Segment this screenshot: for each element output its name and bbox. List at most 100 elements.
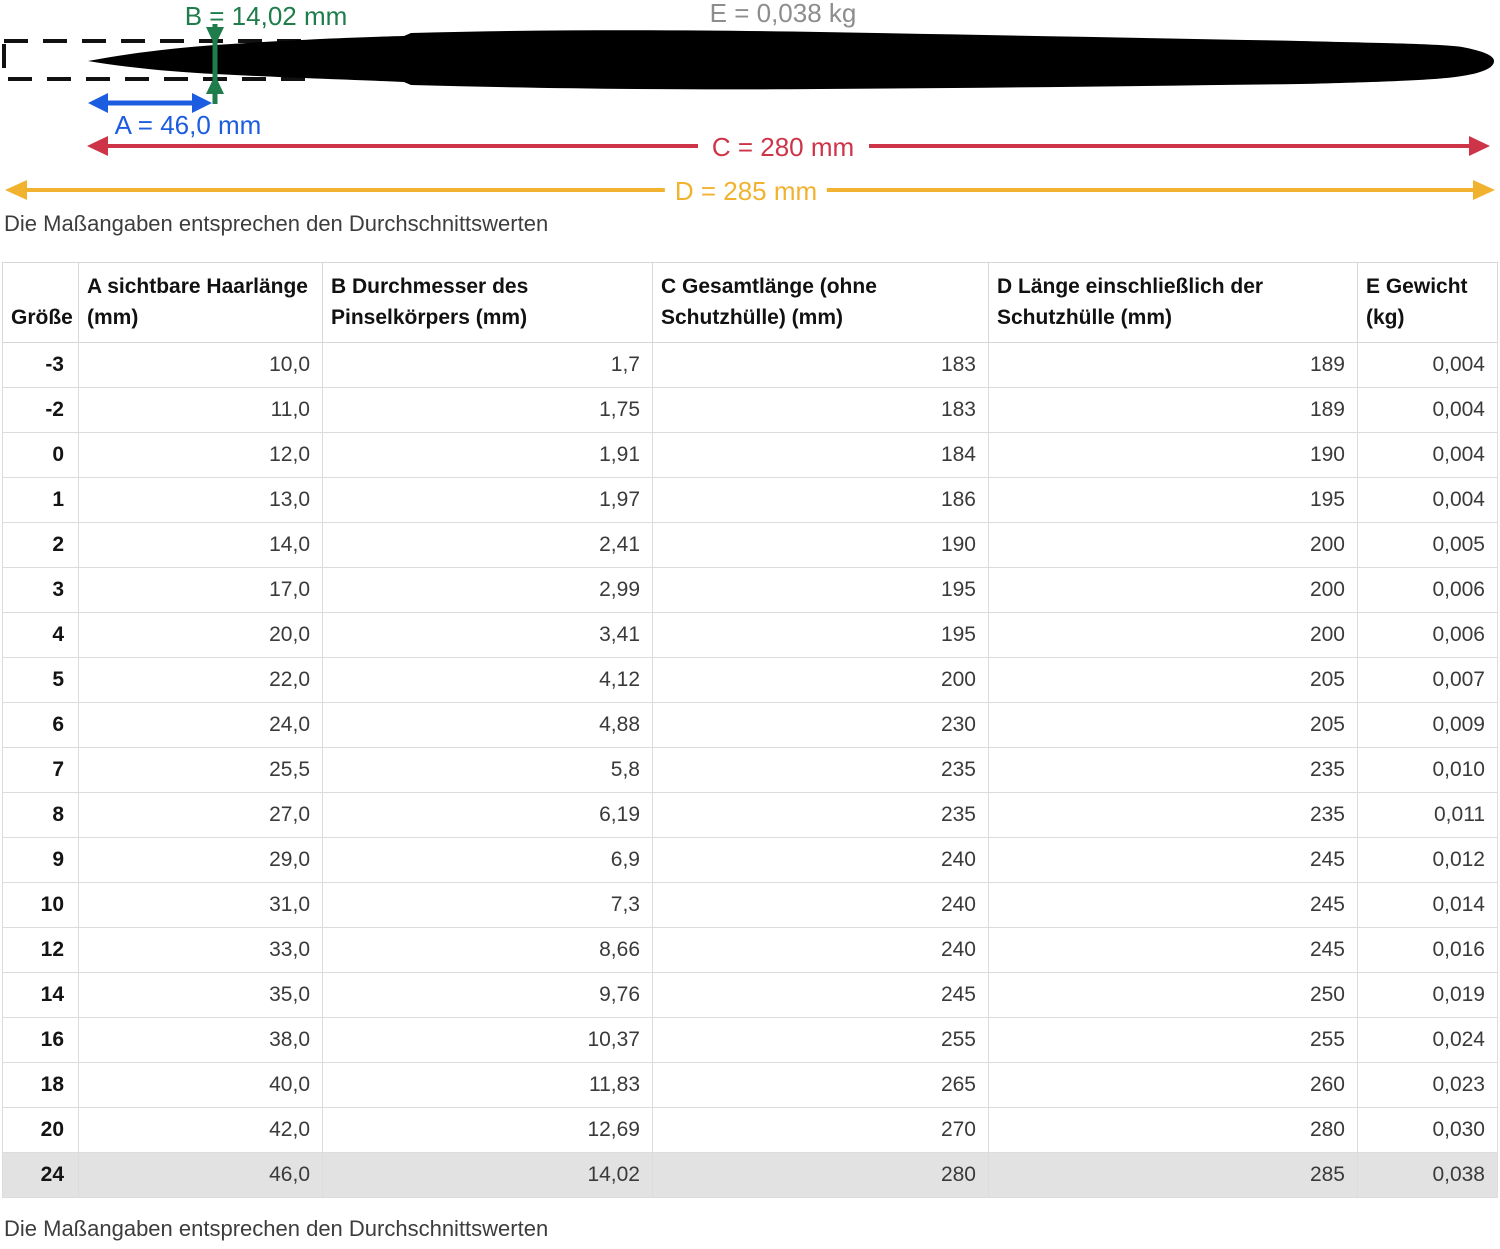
size-cell: 20 bbox=[2, 1107, 79, 1153]
table-row: 1 13,0 1,97 186 195 0,004 bbox=[2, 477, 1498, 523]
value-cell: 280 bbox=[652, 1152, 989, 1198]
column-header: C Gesamtlänge (ohne Schutzhülle) (mm) bbox=[652, 262, 989, 343]
table-row: 6 24,0 4,88 230 205 0,009 bbox=[2, 702, 1498, 748]
value-cell: 6,19 bbox=[322, 792, 653, 838]
value-cell: 3,41 bbox=[322, 612, 653, 658]
value-cell: 0,023 bbox=[1357, 1062, 1498, 1108]
size-cell: 4 bbox=[2, 612, 79, 658]
value-cell: 1,97 bbox=[322, 477, 653, 523]
measure-b-arrow bbox=[206, 24, 224, 104]
size-cell: 8 bbox=[2, 792, 79, 838]
value-cell: 0,011 bbox=[1357, 792, 1498, 838]
table-row: 4 20,0 3,41 195 200 0,006 bbox=[2, 612, 1498, 658]
size-cell: 18 bbox=[2, 1062, 79, 1108]
value-cell: 0,005 bbox=[1357, 522, 1498, 568]
value-cell: 183 bbox=[652, 387, 989, 433]
value-cell: 240 bbox=[652, 927, 989, 973]
value-cell: 25,5 bbox=[78, 747, 323, 793]
label-b-haircase-diameter: B = 14,02 mm bbox=[184, 1, 348, 31]
brush-dimension-drawing bbox=[2, 24, 1495, 200]
value-cell: 0,012 bbox=[1357, 837, 1498, 883]
value-cell: 190 bbox=[988, 432, 1358, 478]
value-cell: 14,0 bbox=[78, 522, 323, 568]
value-cell: 10,37 bbox=[322, 1017, 653, 1063]
table-row: 18 40,0 11,83 265 260 0,023 bbox=[2, 1062, 1498, 1108]
value-cell: 0,016 bbox=[1357, 927, 1498, 973]
value-cell: 186 bbox=[652, 477, 989, 523]
value-cell: 255 bbox=[652, 1017, 989, 1063]
value-cell: 0,007 bbox=[1357, 657, 1498, 703]
value-cell: 235 bbox=[652, 747, 989, 793]
size-cell: 24 bbox=[2, 1152, 79, 1198]
value-cell: 245 bbox=[988, 837, 1358, 883]
value-cell: 0,006 bbox=[1357, 567, 1498, 613]
value-cell: 0,038 bbox=[1357, 1152, 1498, 1198]
value-cell: 38,0 bbox=[78, 1017, 323, 1063]
table-row: 3 17,0 2,99 195 200 0,006 bbox=[2, 567, 1498, 613]
table-row: 14 35,0 9,76 245 250 0,019 bbox=[2, 972, 1498, 1018]
value-cell: 1,91 bbox=[322, 432, 653, 478]
value-cell: 184 bbox=[652, 432, 989, 478]
size-cell: 6 bbox=[2, 702, 79, 748]
value-cell: 35,0 bbox=[78, 972, 323, 1018]
size-cell: 0 bbox=[2, 432, 79, 478]
value-cell: 46,0 bbox=[78, 1152, 323, 1198]
value-cell: 0,024 bbox=[1357, 1017, 1498, 1063]
measure-a-arrow bbox=[88, 93, 212, 113]
value-cell: 0,004 bbox=[1357, 477, 1498, 523]
value-cell: 189 bbox=[988, 387, 1358, 433]
value-cell: 245 bbox=[988, 927, 1358, 973]
value-cell: 255 bbox=[988, 1017, 1358, 1063]
size-cell: 5 bbox=[2, 657, 79, 703]
table-header-row: Größe A sichtbare Haarlänge (mm) B Durchme… bbox=[2, 262, 1498, 343]
size-table: Größe A sichtbare Haarlänge (mm) B Durchme… bbox=[2, 262, 1498, 1198]
value-cell: 200 bbox=[988, 522, 1358, 568]
value-cell: 0,014 bbox=[1357, 882, 1498, 928]
value-cell: 205 bbox=[988, 702, 1358, 748]
value-cell: 200 bbox=[988, 612, 1358, 658]
value-cell: 4,88 bbox=[322, 702, 653, 748]
value-cell: 200 bbox=[988, 567, 1358, 613]
value-cell: 14,02 bbox=[322, 1152, 653, 1198]
table-row: 8 27,0 6,19 235 235 0,011 bbox=[2, 792, 1498, 838]
table-row: 12 33,0 8,66 240 245 0,016 bbox=[2, 927, 1498, 973]
value-cell: 0,004 bbox=[1357, 432, 1498, 478]
table-row: 20 42,0 12,69 270 280 0,030 bbox=[2, 1107, 1498, 1153]
value-cell: 27,0 bbox=[78, 792, 323, 838]
value-cell: 205 bbox=[988, 657, 1358, 703]
size-cell: -2 bbox=[2, 387, 79, 433]
size-cell: 12 bbox=[2, 927, 79, 973]
size-cell: 1 bbox=[2, 477, 79, 523]
value-cell: 0,030 bbox=[1357, 1107, 1498, 1153]
size-cell: 7 bbox=[2, 747, 79, 793]
value-cell: 6,9 bbox=[322, 837, 653, 883]
size-cell: 14 bbox=[2, 972, 79, 1018]
value-cell: 33,0 bbox=[78, 927, 323, 973]
measure-d-arrow bbox=[5, 180, 1495, 200]
value-cell: 12,0 bbox=[78, 432, 323, 478]
column-header: D Länge einschließlich der Schutzhülle (… bbox=[988, 262, 1358, 343]
value-cell: 195 bbox=[652, 612, 989, 658]
value-cell: 20,0 bbox=[78, 612, 323, 658]
value-cell: 250 bbox=[988, 972, 1358, 1018]
size-cell: 9 bbox=[2, 837, 79, 883]
label-c-total-length: C = 280 mm bbox=[701, 132, 865, 163]
table-row: 9 29,0 6,9 240 245 0,012 bbox=[2, 837, 1498, 883]
value-cell: 183 bbox=[652, 342, 989, 388]
value-cell: 230 bbox=[652, 702, 989, 748]
value-cell: 235 bbox=[988, 747, 1358, 793]
table-row: 0 12,0 1,91 184 190 0,004 bbox=[2, 432, 1498, 478]
value-cell: 195 bbox=[988, 477, 1358, 523]
size-cell: 16 bbox=[2, 1017, 79, 1063]
value-cell: 235 bbox=[988, 792, 1358, 838]
value-cell: 285 bbox=[988, 1152, 1358, 1198]
value-cell: 0,009 bbox=[1357, 702, 1498, 748]
value-cell: 12,69 bbox=[322, 1107, 653, 1153]
value-cell: 10,0 bbox=[78, 342, 323, 388]
value-cell: 270 bbox=[652, 1107, 989, 1153]
table-row: 5 22,0 4,12 200 205 0,007 bbox=[2, 657, 1498, 703]
table-row: -3 10,0 1,7 183 189 0,004 bbox=[2, 342, 1498, 388]
value-cell: 11,0 bbox=[78, 387, 323, 433]
value-cell: 200 bbox=[652, 657, 989, 703]
size-table-body: -3 10,0 1,7 183 189 0,004 -2 11,0 1,75 183 189 0,00… bbox=[2, 342, 1498, 1198]
